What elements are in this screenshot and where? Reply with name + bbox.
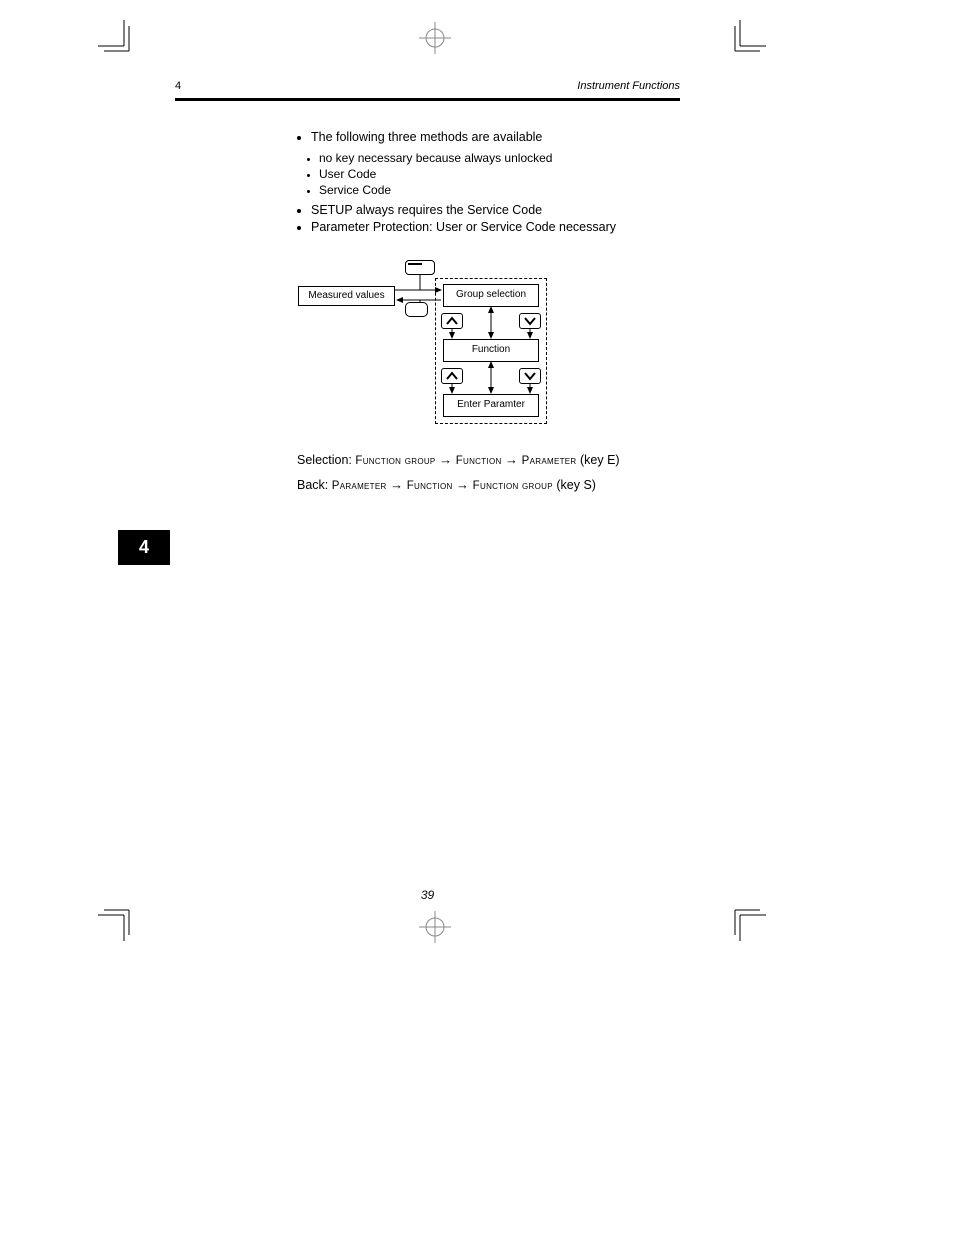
list-item: SETUP always requires the Service Code [311, 202, 677, 219]
node-function: Function [443, 339, 539, 362]
chevron-up-icon [441, 313, 463, 329]
list-item: The following three methods are availabl… [311, 129, 677, 146]
node-key-small [405, 302, 428, 317]
navigation-line: Selection: Function group → Function → P… [297, 451, 677, 470]
page-number: 39 [175, 888, 680, 902]
list-item: Parameter Protection: User or Service Co… [311, 219, 677, 236]
list-item: User Code [319, 166, 677, 182]
bullet-list-top: The following three methods are availabl… [297, 129, 677, 146]
bullet-list-after: SETUP always requires the Service Code P… [297, 202, 677, 236]
node-enter-parameter: Enter Paramter [443, 394, 539, 417]
section-number-box: 4 [118, 530, 170, 565]
list-item: Service Code [319, 182, 677, 198]
node-key-large [405, 260, 435, 275]
chevron-down-icon [519, 368, 541, 384]
list-item: no key necessary because always unlocked [319, 150, 677, 166]
navigation-line-back: Back: Parameter → Function → Function gr… [297, 476, 677, 495]
header-rule [175, 98, 680, 101]
node-measured-values: Measured values [298, 286, 395, 306]
body-text-column: The following three methods are availabl… [297, 129, 677, 494]
header-chapter-num: 4 [175, 80, 181, 92]
bullet-list-sub: no key necessary because always unlocked… [297, 150, 677, 199]
node-group-selection: Group selection [443, 284, 539, 307]
chevron-down-icon [519, 313, 541, 329]
chevron-up-icon [441, 368, 463, 384]
page-header: 4 Instrument Functions [175, 80, 680, 92]
header-chapter-title: Instrument Functions [577, 80, 680, 92]
menu-flowchart: Measured values Group selection Function… [297, 246, 677, 441]
